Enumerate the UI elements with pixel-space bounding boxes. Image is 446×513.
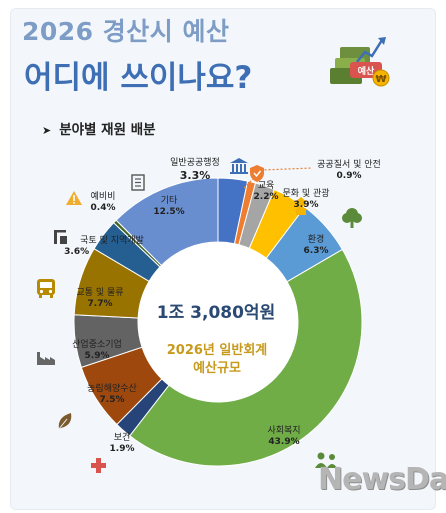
label-environment-name: 환경 — [307, 235, 325, 245]
label-public-safety: 공공질서 및 안전 0.9% — [317, 160, 381, 182]
label-transport-name: 교통 및 물류 — [76, 288, 124, 298]
label-health-pct: 1.9% — [109, 444, 135, 454]
building-crane-icon — [54, 230, 67, 244]
label-other-name: 기타 — [160, 196, 178, 206]
label-general-admin: 일반공공행정 3.3% — [170, 158, 220, 181]
leaf-icon — [58, 413, 72, 430]
donut-hole — [138, 242, 298, 402]
label-environment-pct: 6.3% — [303, 246, 329, 256]
arrow-icon: ➤ — [42, 124, 52, 137]
cross-icon — [91, 458, 106, 473]
label-education-pct: 2.2% — [253, 192, 279, 202]
label-culture-tourism: 문화 및 관광 3.9% — [282, 189, 329, 211]
label-land-development-pct: 3.6% — [64, 247, 90, 257]
label-social-welfare-pct: 43.9% — [268, 437, 300, 447]
label-health-name: 보건 — [113, 433, 131, 443]
pagoda-icon — [294, 197, 308, 215]
label-education: 교육 2.2% — [254, 181, 279, 203]
label-agriculture-name: 농림해양수산 — [87, 384, 137, 394]
people-icon — [315, 452, 337, 468]
label-social-welfare-name: 사회복지 — [267, 426, 301, 436]
watermark-logo: NewsDa — [318, 462, 446, 497]
label-education-name: 교육 — [257, 181, 275, 191]
label-social-welfare: 사회복지 43.9% — [267, 426, 300, 448]
donut-slices — [73, 177, 363, 467]
label-public-safety-name: 공공질서 및 안전 — [317, 160, 381, 170]
building-icon — [230, 158, 248, 174]
section-subtitle: ➤ 분야별 재원 배분 — [42, 118, 156, 138]
warning-icon — [66, 191, 82, 205]
label-land-development-name: 국토 및 지역개발 — [80, 236, 144, 246]
label-public-safety-pct: 0.9% — [336, 171, 362, 181]
label-other-pct: 12.5% — [153, 207, 185, 217]
label-transport: 교통 및 물류 7.7% — [76, 288, 123, 310]
label-agriculture: 농림해양수산 7.5% — [87, 384, 137, 406]
label-industry-sme-pct: 5.9% — [84, 351, 110, 361]
center-caption-line2: 예산규모 — [193, 361, 241, 376]
label-health: 보건 1.9% — [110, 433, 135, 455]
center-amount: 1조 3,080억원 — [156, 303, 276, 323]
factory-icon — [37, 352, 55, 365]
label-agriculture-pct: 7.5% — [99, 395, 125, 405]
label-land-development: 국토 및 지역개발 3.6% — [64, 236, 144, 258]
label-reserve-pct: 0.4% — [90, 203, 116, 213]
shield-icon — [250, 165, 264, 182]
label-industry-sme-name: 산업중소기업 — [72, 340, 122, 350]
label-culture-tourism-pct: 3.9% — [293, 200, 319, 210]
label-transport-pct: 7.7% — [87, 299, 113, 309]
label-reserve-name: 예비비 — [90, 192, 116, 202]
title-line2: 어디에 쓰이나요? — [24, 60, 253, 96]
label-reserve: 예비비 0.4% — [91, 192, 116, 214]
center-caption: 2026년 일반회계 예산규모 — [167, 342, 268, 378]
label-environment: 환경 6.3% — [304, 235, 329, 257]
label-culture-tourism-name: 문화 및 관광 — [282, 189, 330, 199]
bus-icon — [37, 279, 55, 298]
label-general-admin-name: 일반공공행정 — [170, 158, 220, 168]
tree-icon — [342, 208, 362, 228]
document-icon — [131, 174, 145, 191]
label-general-admin-pct: 3.3% — [179, 169, 211, 182]
label-other: 기타 12.5% — [153, 196, 184, 218]
title-line1: 2026 경산시 예산 — [22, 17, 230, 46]
subtitle-text: 분야별 재원 배분 — [59, 122, 156, 138]
center-caption-line1: 2026년 일반회계 — [166, 343, 268, 358]
label-industry-sme: 산업중소기업 5.9% — [72, 340, 122, 362]
